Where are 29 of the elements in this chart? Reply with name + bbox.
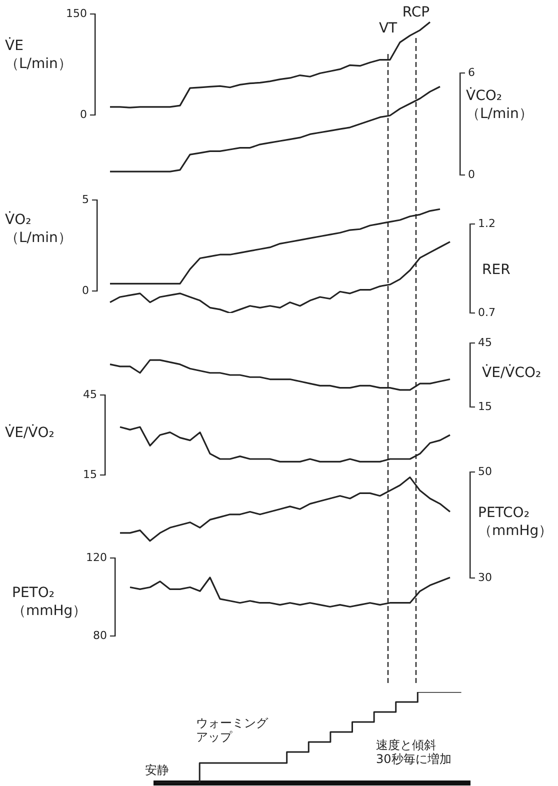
annotation: ウォーミングアップ [196, 716, 270, 745]
y-tick-label: 45 [478, 336, 492, 349]
y-tick-label: 0 [468, 168, 475, 181]
y-tick-label: 15 [478, 400, 492, 413]
y-tick-label: 80 [93, 628, 107, 642]
annotation: 安静 [145, 763, 169, 778]
annotation: VT [378, 20, 398, 37]
y-axis-title: PETO₂ （mmHg） [12, 585, 87, 620]
y-tick-label: 5 [82, 192, 89, 206]
y-tick-label: 45 [83, 388, 97, 401]
y-tick-label: 0.7 [478, 306, 496, 319]
y-axis-title: V̇E/V̇O₂ [5, 425, 54, 442]
y-axis-title: V̇E/V̇CO₂ [482, 365, 542, 382]
y-tick-label: 0 [80, 108, 87, 121]
y-tick-label: 30 [478, 570, 492, 584]
y-tick-label: 120 [86, 550, 107, 564]
y-axis-title: PETCO₂ （mmHg） [478, 505, 553, 540]
y-axis-title: V̇O₂ （L/min） [5, 212, 72, 247]
y-tick-label: 50 [478, 464, 492, 478]
y-tick-label: 15 [83, 468, 97, 481]
y-axis-title: RER [482, 262, 510, 280]
y-axis-title: V̇CO₂ （L/min） [466, 88, 533, 123]
annotation: RCP [402, 4, 430, 21]
y-tick-label: 150 [66, 6, 87, 20]
y-tick-label: 0 [82, 284, 89, 297]
y-axis-title: V̇E （L/min） [5, 38, 72, 73]
y-tick-label: 1.2 [478, 216, 496, 230]
y-tick-label: 6 [468, 66, 475, 79]
annotation: 速度と傾斜 30秒毎に増加 [376, 738, 452, 767]
